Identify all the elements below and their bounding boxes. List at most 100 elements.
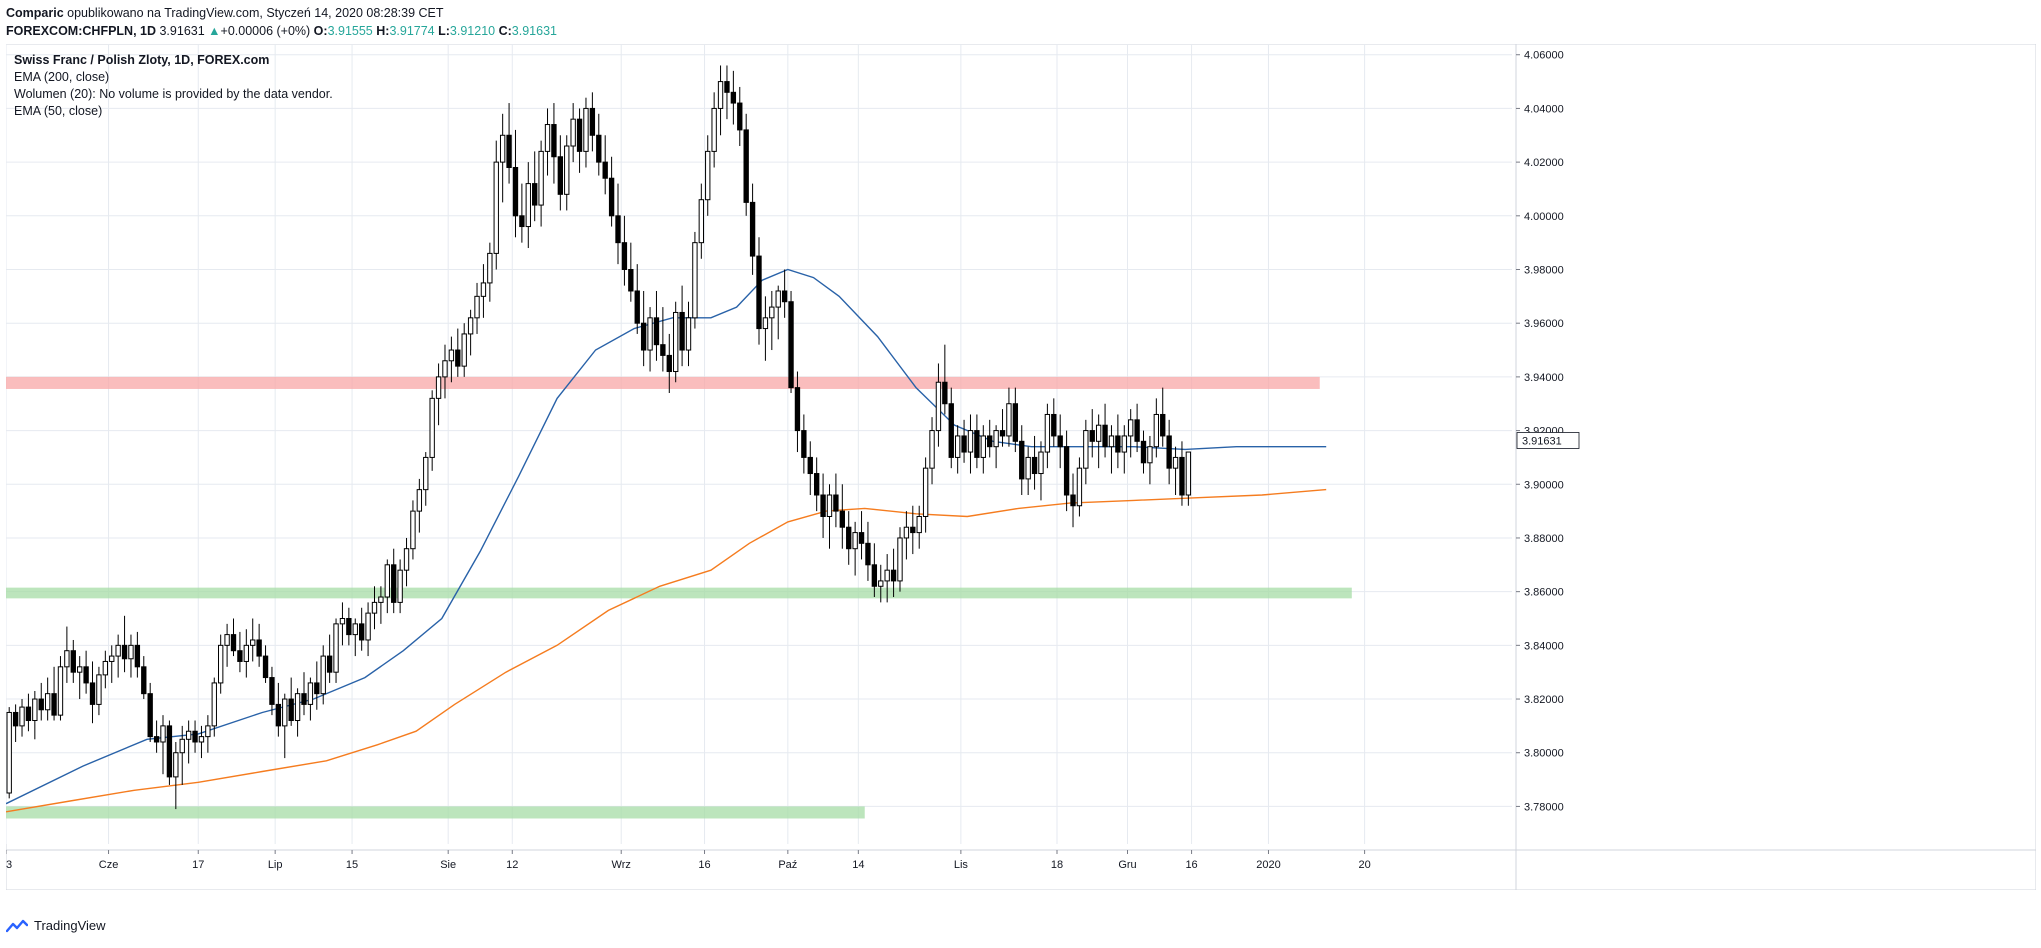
candle-body[interactable] — [1057, 435, 1063, 448]
candle-body[interactable] — [1070, 494, 1076, 507]
candle-body[interactable] — [51, 693, 57, 716]
candle-body[interactable] — [852, 532, 858, 550]
candle-body[interactable] — [1102, 424, 1108, 448]
candle-body[interactable] — [826, 494, 833, 517]
candle-body[interactable] — [64, 650, 70, 668]
candle-body[interactable] — [532, 183, 538, 206]
candle-body[interactable] — [833, 494, 839, 512]
candle-body[interactable] — [77, 666, 83, 673]
candle-body[interactable] — [224, 634, 230, 646]
candle-body[interactable] — [705, 150, 711, 201]
candle-body[interactable] — [96, 674, 102, 705]
candle-body[interactable] — [794, 387, 801, 432]
candle-body[interactable] — [288, 698, 294, 722]
candle-body[interactable] — [410, 510, 416, 550]
candle-body[interactable] — [647, 317, 653, 351]
candle-body[interactable] — [967, 430, 974, 453]
candle-body[interactable] — [416, 489, 423, 512]
candle-body[interactable] — [910, 526, 916, 534]
candle-body[interactable] — [512, 166, 519, 217]
candle-body[interactable] — [455, 349, 461, 367]
candle-body[interactable] — [929, 430, 935, 469]
candle-body[interactable] — [461, 333, 467, 367]
candle-body[interactable] — [256, 639, 262, 657]
candle-body[interactable] — [211, 682, 217, 727]
candle-body[interactable] — [820, 494, 826, 517]
candle-body[interactable] — [903, 526, 910, 539]
candle-body[interactable] — [166, 725, 173, 778]
legend-ema50[interactable]: EMA (50, close) — [14, 104, 103, 118]
candle-body[interactable] — [1019, 440, 1025, 480]
candle-body[interactable] — [147, 693, 153, 738]
candle-body[interactable] — [551, 124, 557, 158]
candle-body[interactable] — [1044, 413, 1051, 453]
candle-body[interactable] — [1108, 435, 1115, 448]
candle-body[interactable] — [570, 118, 576, 147]
candle-body[interactable] — [57, 666, 64, 716]
candle-body[interactable] — [737, 102, 743, 131]
candle-body[interactable] — [679, 311, 685, 351]
candle-body[interactable] — [237, 650, 243, 662]
candle-body[interactable] — [576, 118, 583, 152]
candle-body[interactable] — [807, 456, 813, 475]
candle-body[interactable] — [378, 596, 384, 603]
candle-body[interactable] — [346, 617, 352, 636]
ema50-line[interactable] — [6, 268, 1327, 805]
candle-body[interactable] — [269, 677, 275, 705]
candle-body[interactable] — [993, 430, 999, 448]
candle-body[interactable] — [756, 255, 762, 330]
candle-body[interactable] — [358, 623, 365, 641]
candle-body[interactable] — [1185, 451, 1192, 496]
candle-body[interactable] — [583, 107, 589, 152]
candle-body[interactable] — [115, 644, 121, 657]
candle-body[interactable] — [749, 201, 756, 257]
zone-resistance[interactable] — [6, 376, 1320, 389]
candle-body[interactable] — [1140, 440, 1147, 464]
candle-body[interactable] — [615, 215, 621, 244]
zone-support-upper[interactable] — [6, 587, 1352, 599]
candle-body[interactable] — [769, 306, 775, 319]
candle-body[interactable] — [128, 644, 134, 660]
candlestick-chart[interactable]: 3.78000 3.80000 3.82000 3.84000 3.86000 3.880… — [6, 44, 2036, 890]
candle-body[interactable] — [589, 107, 596, 136]
candle-body[interactable] — [1153, 413, 1160, 448]
candle-body[interactable] — [38, 698, 44, 711]
candle-body[interactable] — [717, 81, 724, 109]
candle-body[interactable] — [673, 311, 679, 373]
candle-body[interactable] — [730, 91, 737, 104]
candle-body[interactable] — [871, 564, 878, 587]
candle-body[interactable] — [262, 655, 269, 679]
candle-body[interactable] — [44, 693, 51, 711]
candle-body[interactable] — [1083, 430, 1089, 469]
candle-body[interactable] — [70, 650, 76, 673]
candle-body[interactable] — [467, 317, 474, 335]
candle-body[interactable] — [474, 295, 480, 319]
candle-body[interactable] — [153, 736, 160, 743]
candle-body[interactable] — [634, 290, 640, 324]
candle-body[interactable] — [250, 639, 256, 646]
candle-body[interactable] — [1063, 446, 1070, 496]
author-name[interactable]: Comparic — [6, 6, 64, 20]
candle-body[interactable] — [218, 644, 224, 684]
candle-body[interactable] — [25, 706, 32, 722]
candle-body[interactable] — [1166, 435, 1172, 469]
candle-body[interactable] — [762, 317, 769, 330]
candle-body[interactable] — [423, 456, 429, 491]
candle-body[interactable] — [1134, 419, 1140, 442]
candle-body[interactable] — [314, 682, 320, 695]
candle-body[interactable] — [12, 711, 19, 727]
candle-body[interactable] — [173, 752, 179, 778]
candle-body[interactable] — [230, 634, 237, 652]
candle-body[interactable] — [1012, 403, 1019, 442]
legend-ema200[interactable]: EMA (200, close) — [14, 70, 110, 84]
candle-body[interactable] — [999, 430, 1006, 437]
candle-body[interactable] — [19, 706, 25, 727]
candle-body[interactable] — [1089, 430, 1095, 442]
candle-body[interactable] — [724, 81, 730, 93]
candle-body[interactable] — [294, 693, 301, 722]
candle-body[interactable] — [685, 317, 692, 351]
candle-body[interactable] — [1031, 456, 1038, 475]
candle-body[interactable] — [519, 215, 525, 228]
candle-body[interactable] — [743, 129, 749, 203]
candle-body[interactable] — [371, 601, 378, 614]
